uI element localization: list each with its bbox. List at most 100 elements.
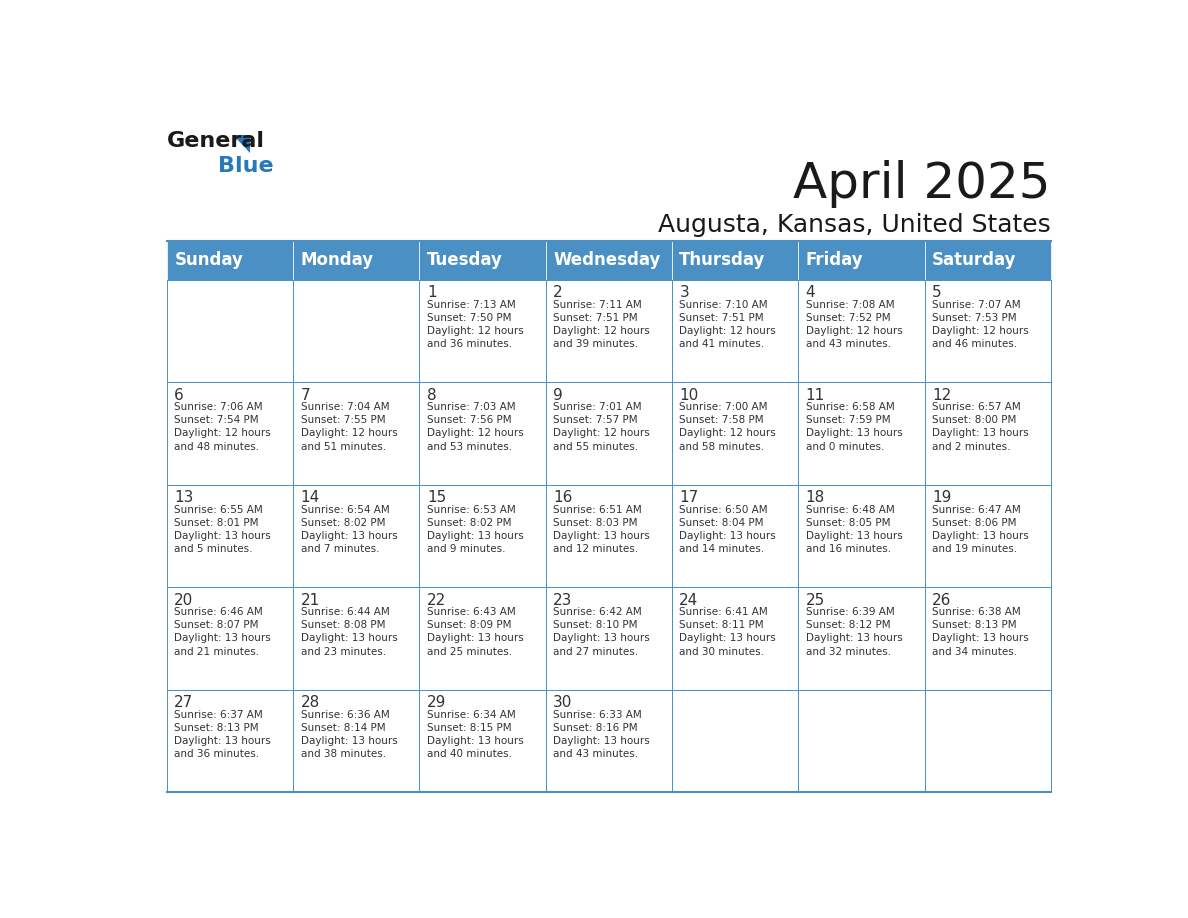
Bar [924, 485, 1051, 588]
Text: 17: 17 [680, 490, 699, 506]
Text: Sunrise: 6:51 AM
Sunset: 8:03 PM
Daylight: 13 hours
and 12 minutes.: Sunrise: 6:51 AM Sunset: 8:03 PM Dayligh… [554, 505, 650, 554]
Text: Sunrise: 6:53 AM
Sunset: 8:02 PM
Daylight: 13 hours
and 9 minutes.: Sunrise: 6:53 AM Sunset: 8:02 PM Dayligh… [426, 505, 524, 554]
Bar [545, 382, 672, 485]
Text: 25: 25 [805, 593, 824, 608]
Text: Sunrise: 7:08 AM
Sunset: 7:52 PM
Daylight: 12 hours
and 43 minutes.: Sunrise: 7:08 AM Sunset: 7:52 PM Dayligh… [805, 299, 903, 349]
Text: 12: 12 [931, 388, 952, 403]
Text: Tuesday: Tuesday [426, 252, 503, 269]
Text: 20: 20 [175, 593, 194, 608]
Bar [166, 588, 293, 689]
Bar [798, 588, 924, 689]
Text: April 2025: April 2025 [794, 160, 1051, 207]
Text: Sunrise: 7:00 AM
Sunset: 7:58 PM
Daylight: 12 hours
and 58 minutes.: Sunrise: 7:00 AM Sunset: 7:58 PM Dayligh… [680, 402, 776, 452]
Text: Thursday: Thursday [680, 252, 766, 269]
Bar [672, 241, 798, 280]
Bar [545, 689, 672, 792]
Bar [166, 241, 293, 280]
Text: Monday: Monday [301, 252, 374, 269]
Bar [545, 280, 672, 382]
Text: 13: 13 [175, 490, 194, 506]
Text: Wednesday: Wednesday [554, 252, 661, 269]
Text: Sunrise: 6:44 AM
Sunset: 8:08 PM
Daylight: 13 hours
and 23 minutes.: Sunrise: 6:44 AM Sunset: 8:08 PM Dayligh… [301, 607, 397, 656]
Text: Sunrise: 6:57 AM
Sunset: 8:00 PM
Daylight: 13 hours
and 2 minutes.: Sunrise: 6:57 AM Sunset: 8:00 PM Dayligh… [931, 402, 1029, 452]
Text: 26: 26 [931, 593, 952, 608]
Bar [166, 485, 293, 588]
Bar [293, 485, 419, 588]
Text: Sunrise: 6:50 AM
Sunset: 8:04 PM
Daylight: 13 hours
and 14 minutes.: Sunrise: 6:50 AM Sunset: 8:04 PM Dayligh… [680, 505, 776, 554]
Text: Sunrise: 6:39 AM
Sunset: 8:12 PM
Daylight: 13 hours
and 32 minutes.: Sunrise: 6:39 AM Sunset: 8:12 PM Dayligh… [805, 607, 903, 656]
Text: 5: 5 [931, 285, 942, 300]
Text: 22: 22 [426, 593, 446, 608]
Text: Sunrise: 6:42 AM
Sunset: 8:10 PM
Daylight: 13 hours
and 27 minutes.: Sunrise: 6:42 AM Sunset: 8:10 PM Dayligh… [554, 607, 650, 656]
Bar [798, 485, 924, 588]
Bar [419, 689, 545, 792]
Text: Augusta, Kansas, United States: Augusta, Kansas, United States [658, 213, 1051, 237]
Text: 19: 19 [931, 490, 952, 506]
Text: Sunrise: 6:43 AM
Sunset: 8:09 PM
Daylight: 13 hours
and 25 minutes.: Sunrise: 6:43 AM Sunset: 8:09 PM Dayligh… [426, 607, 524, 656]
Text: Sunrise: 6:41 AM
Sunset: 8:11 PM
Daylight: 13 hours
and 30 minutes.: Sunrise: 6:41 AM Sunset: 8:11 PM Dayligh… [680, 607, 776, 656]
Text: 4: 4 [805, 285, 815, 300]
Bar [419, 485, 545, 588]
Text: Sunrise: 6:36 AM
Sunset: 8:14 PM
Daylight: 13 hours
and 38 minutes.: Sunrise: 6:36 AM Sunset: 8:14 PM Dayligh… [301, 710, 397, 759]
Text: Sunrise: 7:11 AM
Sunset: 7:51 PM
Daylight: 12 hours
and 39 minutes.: Sunrise: 7:11 AM Sunset: 7:51 PM Dayligh… [554, 299, 650, 349]
Bar [293, 588, 419, 689]
Bar [672, 382, 798, 485]
Text: 7: 7 [301, 388, 310, 403]
Bar [293, 689, 419, 792]
Text: Friday: Friday [805, 252, 864, 269]
Bar [924, 241, 1051, 280]
Text: 27: 27 [175, 696, 194, 711]
Text: 3: 3 [680, 285, 689, 300]
Bar [545, 588, 672, 689]
Text: Blue: Blue [217, 156, 273, 176]
Text: 30: 30 [554, 696, 573, 711]
Text: 2: 2 [554, 285, 563, 300]
Bar [293, 280, 419, 382]
Text: Sunrise: 7:07 AM
Sunset: 7:53 PM
Daylight: 12 hours
and 46 minutes.: Sunrise: 7:07 AM Sunset: 7:53 PM Dayligh… [931, 299, 1029, 349]
Text: Sunrise: 6:38 AM
Sunset: 8:13 PM
Daylight: 13 hours
and 34 minutes.: Sunrise: 6:38 AM Sunset: 8:13 PM Dayligh… [931, 607, 1029, 656]
Text: Saturday: Saturday [931, 252, 1017, 269]
Bar [545, 241, 672, 280]
Bar [419, 280, 545, 382]
Text: 29: 29 [426, 696, 447, 711]
Text: 23: 23 [554, 593, 573, 608]
Text: 21: 21 [301, 593, 320, 608]
Text: Sunrise: 6:47 AM
Sunset: 8:06 PM
Daylight: 13 hours
and 19 minutes.: Sunrise: 6:47 AM Sunset: 8:06 PM Dayligh… [931, 505, 1029, 554]
Text: 10: 10 [680, 388, 699, 403]
Bar [545, 485, 672, 588]
Text: Sunrise: 6:46 AM
Sunset: 8:07 PM
Daylight: 13 hours
and 21 minutes.: Sunrise: 6:46 AM Sunset: 8:07 PM Dayligh… [175, 607, 271, 656]
Bar [672, 588, 798, 689]
Bar [798, 241, 924, 280]
Text: 11: 11 [805, 388, 824, 403]
Bar [419, 588, 545, 689]
Bar [293, 241, 419, 280]
Text: Sunrise: 7:10 AM
Sunset: 7:51 PM
Daylight: 12 hours
and 41 minutes.: Sunrise: 7:10 AM Sunset: 7:51 PM Dayligh… [680, 299, 776, 349]
Bar [672, 689, 798, 792]
Text: 9: 9 [554, 388, 563, 403]
Bar [798, 689, 924, 792]
Bar [924, 280, 1051, 382]
Bar [166, 689, 293, 792]
Text: 18: 18 [805, 490, 824, 506]
Text: Sunrise: 7:13 AM
Sunset: 7:50 PM
Daylight: 12 hours
and 36 minutes.: Sunrise: 7:13 AM Sunset: 7:50 PM Dayligh… [426, 299, 524, 349]
Text: Sunrise: 7:01 AM
Sunset: 7:57 PM
Daylight: 12 hours
and 55 minutes.: Sunrise: 7:01 AM Sunset: 7:57 PM Dayligh… [554, 402, 650, 452]
Bar [166, 382, 293, 485]
Bar [166, 280, 293, 382]
Polygon shape [233, 135, 249, 152]
Text: General: General [166, 131, 265, 151]
Bar [924, 689, 1051, 792]
Text: Sunrise: 6:58 AM
Sunset: 7:59 PM
Daylight: 13 hours
and 0 minutes.: Sunrise: 6:58 AM Sunset: 7:59 PM Dayligh… [805, 402, 903, 452]
Text: 8: 8 [426, 388, 436, 403]
Text: 28: 28 [301, 696, 320, 711]
Text: Sunrise: 7:06 AM
Sunset: 7:54 PM
Daylight: 12 hours
and 48 minutes.: Sunrise: 7:06 AM Sunset: 7:54 PM Dayligh… [175, 402, 271, 452]
Bar [798, 280, 924, 382]
Text: 15: 15 [426, 490, 446, 506]
Text: Sunday: Sunday [175, 252, 244, 269]
Text: Sunrise: 6:55 AM
Sunset: 8:01 PM
Daylight: 13 hours
and 5 minutes.: Sunrise: 6:55 AM Sunset: 8:01 PM Dayligh… [175, 505, 271, 554]
Text: 14: 14 [301, 490, 320, 506]
Text: Sunrise: 6:48 AM
Sunset: 8:05 PM
Daylight: 13 hours
and 16 minutes.: Sunrise: 6:48 AM Sunset: 8:05 PM Dayligh… [805, 505, 903, 554]
Text: 24: 24 [680, 593, 699, 608]
Text: Sunrise: 6:34 AM
Sunset: 8:15 PM
Daylight: 13 hours
and 40 minutes.: Sunrise: 6:34 AM Sunset: 8:15 PM Dayligh… [426, 710, 524, 759]
Bar [924, 382, 1051, 485]
Bar [798, 382, 924, 485]
